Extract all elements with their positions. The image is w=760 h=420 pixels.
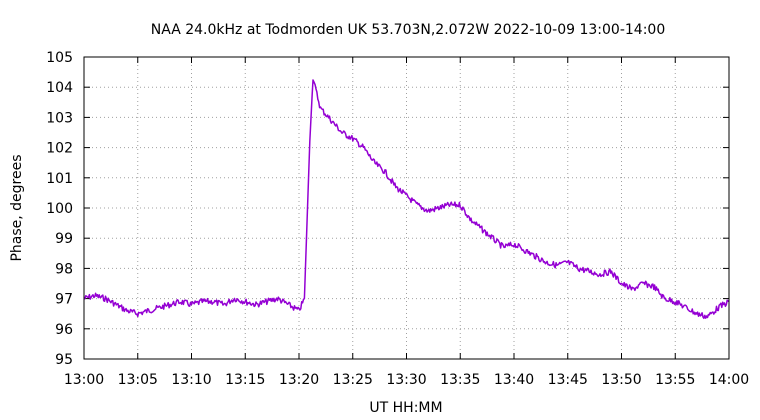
chart-title: NAA 24.0kHz at Todmorden UK 53.703N,2.07… bbox=[151, 22, 665, 38]
x-tick-label: 13:55 bbox=[655, 372, 695, 388]
y-tick-label: 95 bbox=[55, 352, 73, 368]
x-tick-label: 13:45 bbox=[548, 372, 588, 388]
x-tick-label: 13:40 bbox=[494, 372, 534, 388]
series-line-phase bbox=[83, 79, 730, 320]
x-tick-label: 13:25 bbox=[333, 372, 373, 388]
grid bbox=[84, 57, 729, 359]
x-tick-label: 13:05 bbox=[118, 372, 158, 388]
x-tick-label: 13:10 bbox=[171, 372, 211, 388]
x-tick-labels: 13:00 13:05 13:10 13:15 13:20 13:25 13:30 13:35… bbox=[64, 372, 749, 388]
x-tick-label: 13:30 bbox=[386, 372, 426, 388]
y-tick-label: 101 bbox=[46, 171, 73, 187]
x-tick-label: 13:35 bbox=[440, 372, 480, 388]
x-axis-label: UT HH:MM bbox=[369, 400, 442, 416]
y-tick-labels: 95 96 97 98 99 100 101 102 103 104 105 bbox=[46, 50, 73, 368]
x-tick-label: 13:15 bbox=[225, 372, 265, 388]
y-tick-label: 100 bbox=[46, 201, 73, 217]
y-tick-label: 97 bbox=[55, 292, 73, 308]
x-tick-label: 13:50 bbox=[601, 372, 641, 388]
plot-frame bbox=[83, 56, 730, 360]
y-tick-label: 96 bbox=[55, 322, 73, 338]
y-tick-label: 104 bbox=[46, 80, 73, 96]
x-tick-label: 13:00 bbox=[64, 372, 104, 388]
y-axis-label: Phase, degrees bbox=[9, 154, 25, 261]
y-tick-label: 103 bbox=[46, 110, 73, 126]
y-tick-label: 99 bbox=[55, 231, 73, 247]
x-tick-label: 14:00 bbox=[709, 372, 749, 388]
y-tick-label: 102 bbox=[46, 141, 73, 157]
y-tick-label: 98 bbox=[55, 261, 73, 277]
x-tick-label: 13:20 bbox=[279, 372, 319, 388]
y-tick-label: 105 bbox=[46, 50, 73, 66]
